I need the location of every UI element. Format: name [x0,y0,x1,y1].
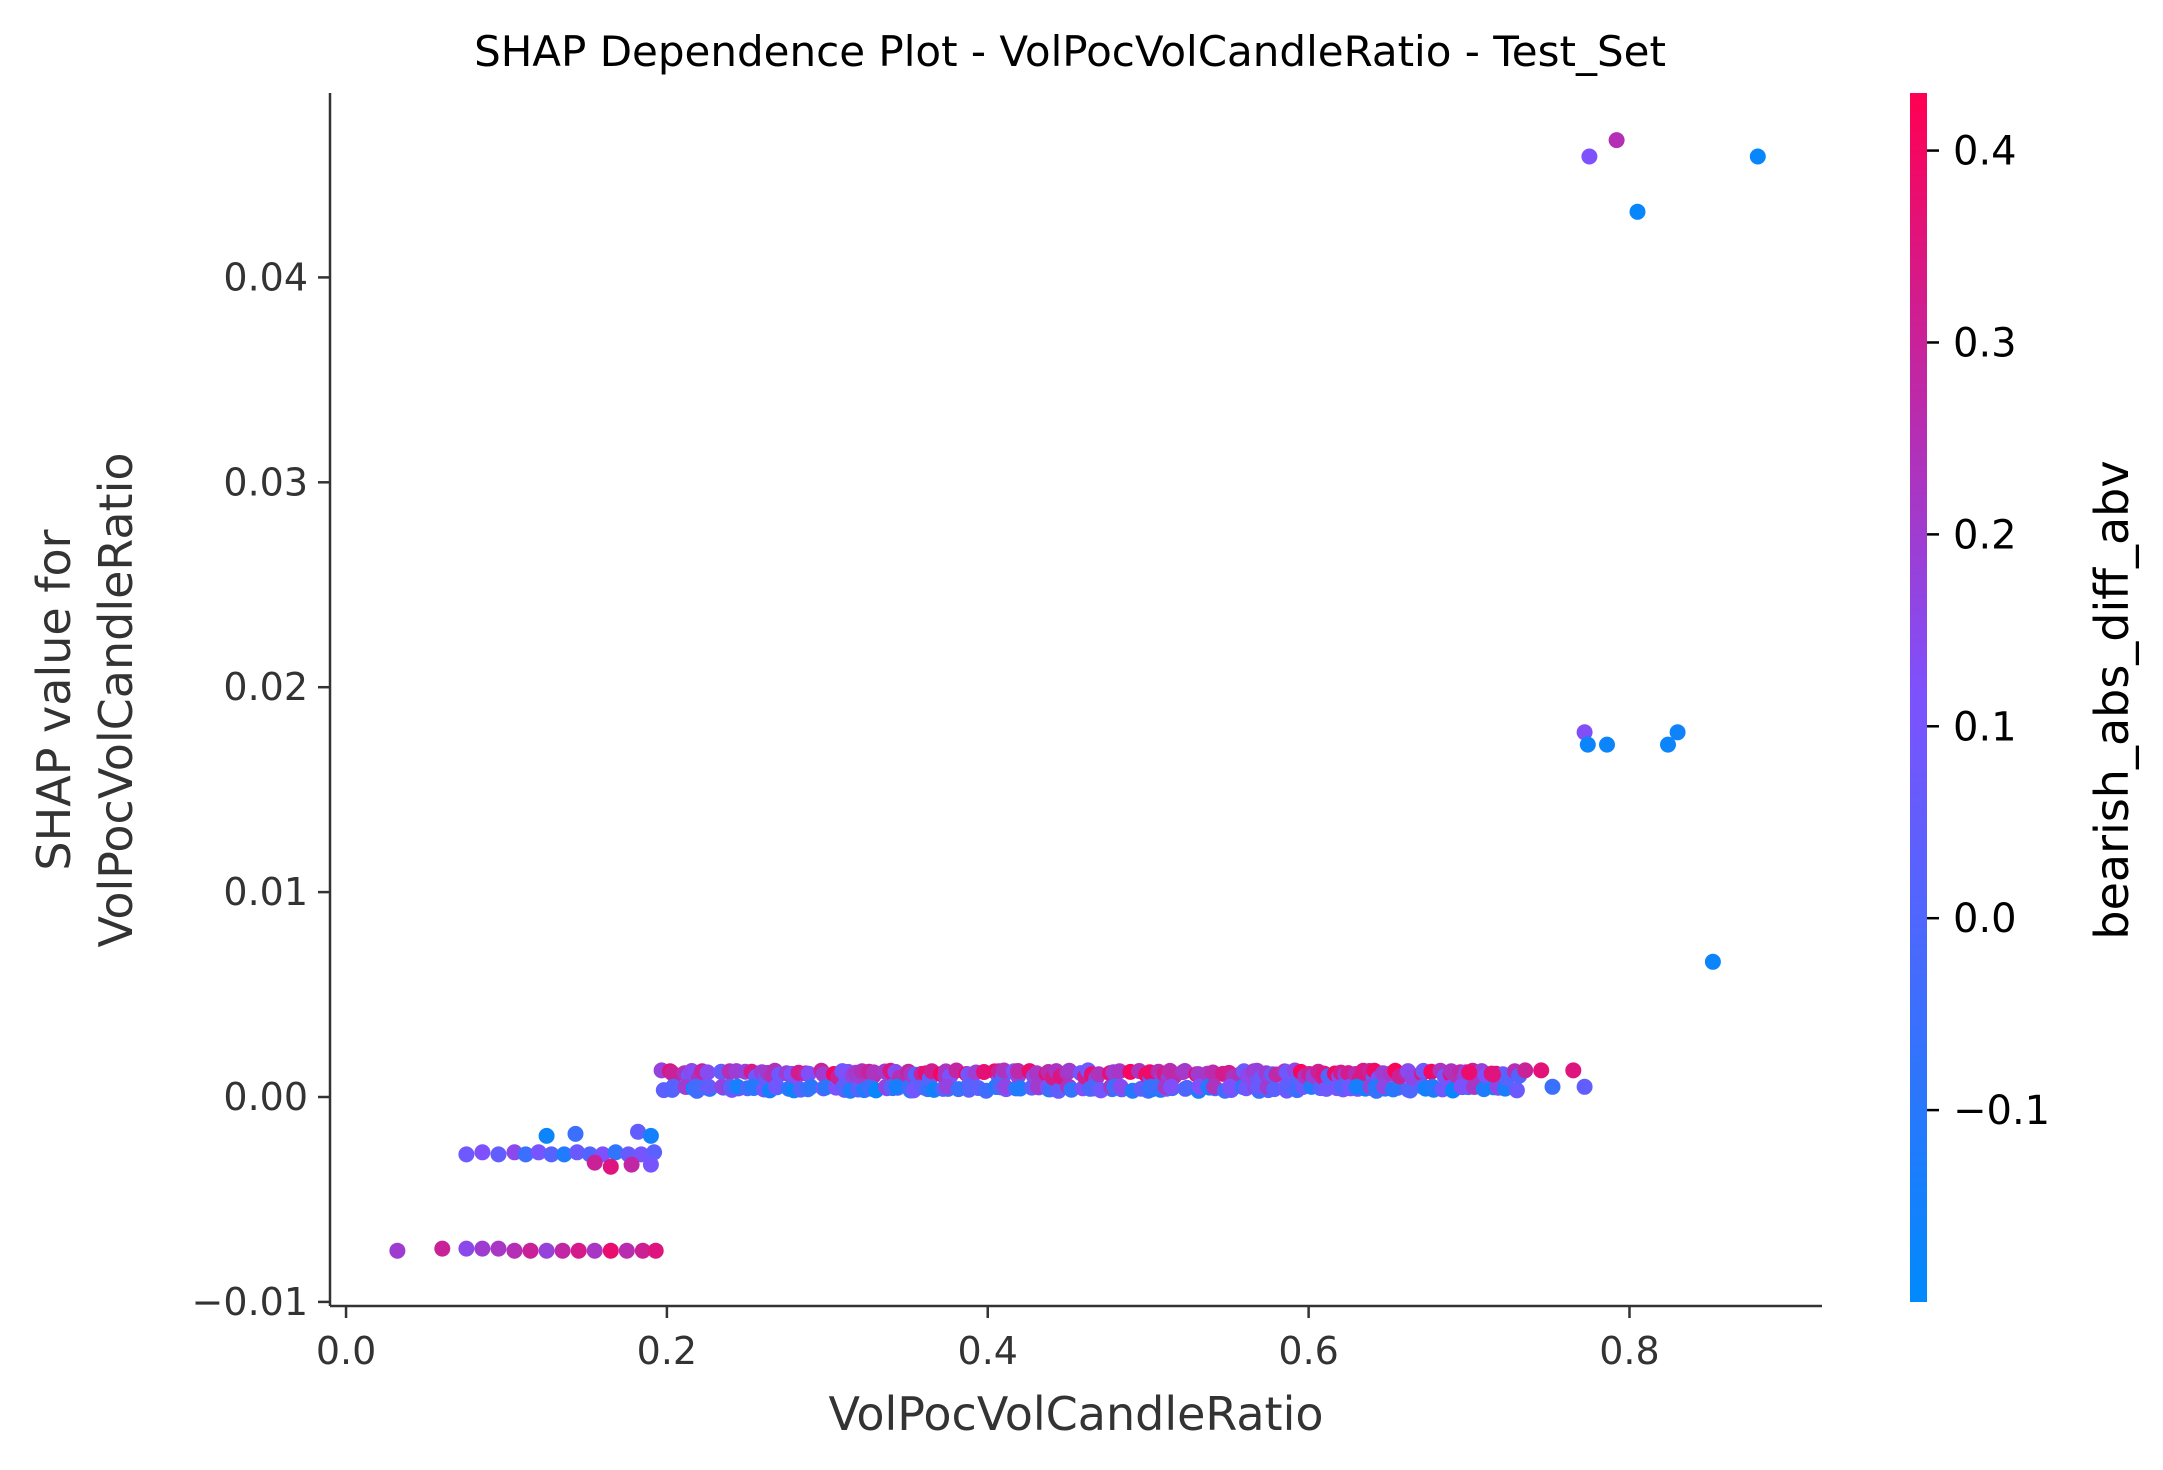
x-tick-label: 0.2 [637,1329,697,1373]
scatter-point [1599,736,1615,753]
y-axis-label: SHAP value for VolPocVolCandleRatio [27,452,143,947]
x-tick-label: 0.6 [1278,1329,1338,1373]
scatter-point [474,1144,491,1161]
scatter-point [458,1146,475,1163]
scatter-point [556,1146,573,1163]
scatter-point [700,1078,717,1095]
scatter-point [570,1242,587,1259]
scatter-point [1576,724,1593,741]
scatter-point [642,1156,659,1173]
x-tick-label: 0.4 [958,1329,1018,1373]
scatter-point [517,1146,534,1163]
y-tick-label: 0.00 [223,1075,308,1119]
scatter-point [554,1242,571,1259]
scatter-point [699,1064,716,1081]
scatter-point [1581,148,1598,165]
scatter-point [543,1146,560,1163]
chart-title: SHAP Dependence Plot - VolPocVolCandleRa… [474,27,1666,76]
scatter-point [586,1154,603,1171]
colorbar-tick-label: 0.1 [1953,704,2017,750]
scatter-point [630,1123,646,1140]
colorbar-tick-label: 0.3 [1953,320,2017,366]
scatter-point [1576,1078,1593,1095]
scatter-point [530,1144,547,1161]
x-tick-label: 0.8 [1599,1329,1659,1373]
scatter-point [1112,1078,1129,1095]
scatter-point [1517,1062,1534,1079]
y-axis-label-line1: SHAP value for [27,529,81,870]
scatter-point [768,1078,784,1095]
x-ticks: 0.0 0.2 0.4 0.6 0.8 [316,1306,1660,1373]
colorbar-ticks: −0.1 0.0 0.1 0.2 0.3 0.4 [1927,129,2050,1134]
scatter-point [1629,203,1646,220]
scatter-point [458,1240,475,1257]
scatter-point [602,1158,619,1175]
scatter-point [490,1146,507,1163]
scatter-point [1544,1078,1561,1095]
colorbar [1910,93,1927,1302]
scatter-point [538,1127,555,1144]
scatter-point [646,1144,663,1161]
scatter-point [647,1242,664,1259]
scatter-point [538,1242,555,1259]
x-tick-label: 0.0 [316,1329,376,1373]
colorbar-tick-label: 0.4 [1953,129,2017,175]
scatter-point [1010,1063,1026,1079]
scatter-point [1660,736,1676,753]
scatter-point [1461,1064,1478,1081]
scatter-point [1222,1078,1239,1095]
y-tick-label: −0.01 [192,1280,308,1324]
scatter-points [389,132,1766,1259]
y-tick-label: 0.02 [223,665,308,709]
scatter-point [490,1240,507,1257]
y-ticks: −0.01 0.00 0.01 0.02 0.03 0.04 [192,255,330,1324]
scatter-point [618,1242,635,1259]
scatter-point [664,1065,681,1081]
x-axis-label: VolPocVolCandleRatio [828,1387,1323,1441]
scatter-point [1565,1062,1582,1079]
scatter-point [474,1240,491,1257]
scatter-point [623,1156,640,1173]
scatter-point [567,1125,584,1142]
scatter-point [1579,736,1596,753]
scatter-point [506,1242,523,1259]
y-tick-label: 0.01 [223,870,308,914]
scatter-point [1608,132,1625,149]
scatter-point [665,1078,682,1095]
scatter-point [800,1065,817,1082]
colorbar-tick-label: −0.1 [1953,1088,2050,1134]
y-tick-label: 0.04 [223,255,308,299]
scatter-point [642,1127,659,1144]
y-tick-label: 0.03 [223,460,308,504]
scatter-point [634,1242,651,1259]
scatter-point [633,1146,650,1163]
scatter-point [888,1078,905,1095]
scatter-point [569,1144,586,1161]
scatter-point [1012,1080,1029,1097]
scatter-point [1485,1066,1502,1083]
scatter-point [1402,1082,1419,1099]
scatter-point [522,1242,539,1259]
colorbar-tick-label: 0.0 [1953,896,2017,942]
scatter-point [602,1242,619,1259]
colorbar-tick-label: 0.2 [1953,512,2017,558]
y-axis-label-line2: VolPocVolCandleRatio [89,452,143,947]
scatter-point [607,1144,624,1161]
scatter-point [1749,148,1766,165]
scatter-point [1163,1078,1180,1095]
scatter-point [586,1242,603,1259]
scatter-point [1669,724,1686,741]
scatter-point [1508,1082,1525,1099]
colorbar-label: bearish_abs_diff_abv [2085,460,2139,939]
scatter-point [1533,1062,1550,1079]
scatter-point [1704,953,1721,970]
scatter-point [802,1078,819,1095]
scatter-point [389,1242,406,1259]
scatter-point [434,1240,451,1257]
